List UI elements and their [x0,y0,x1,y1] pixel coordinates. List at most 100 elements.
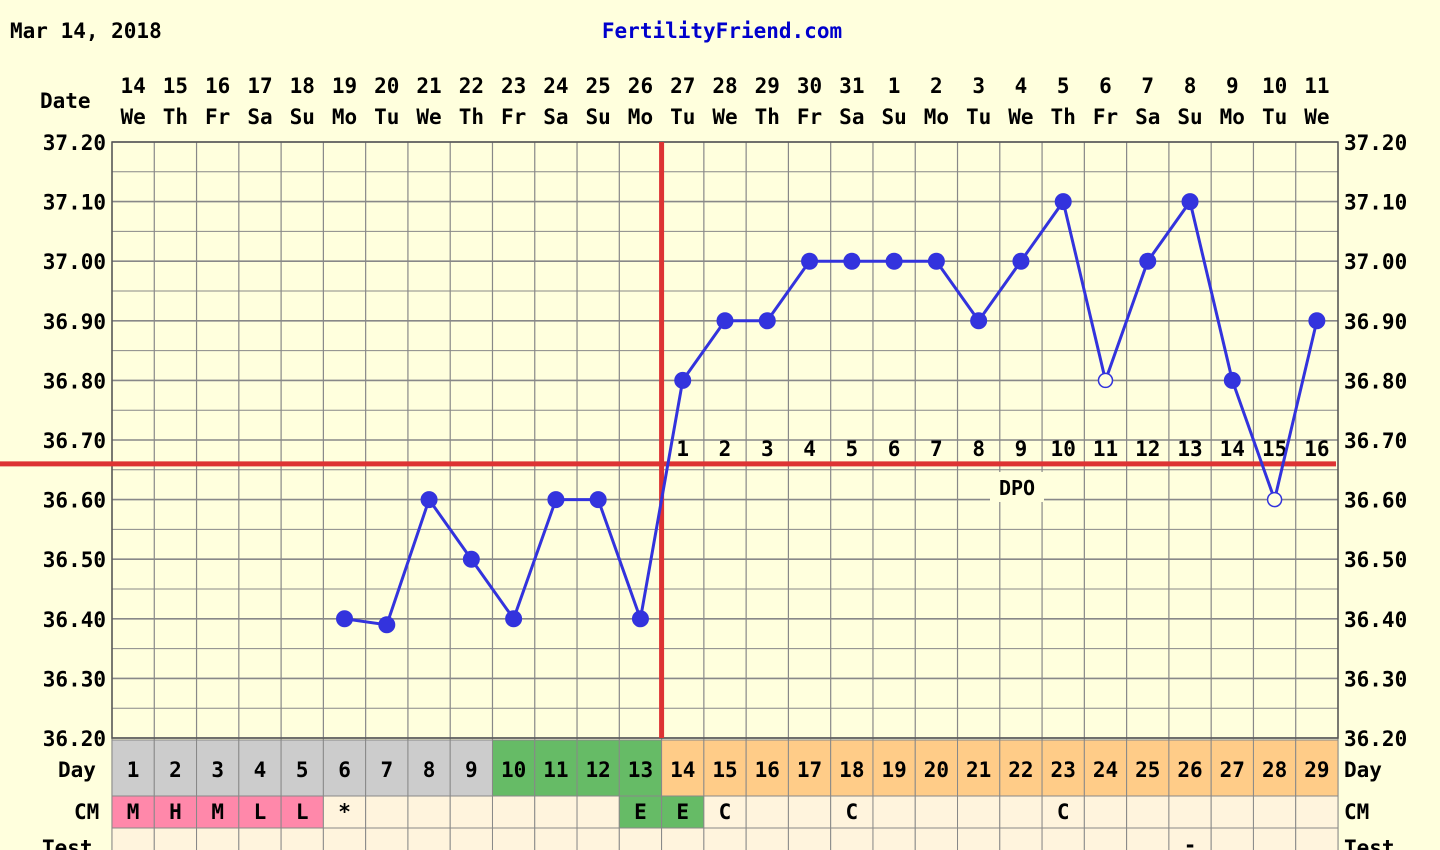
weekday-tick-label: Mo [1220,105,1245,129]
cycle-day-cell [280,739,324,797]
cycle-day-label: 20 [924,758,949,782]
dpo-number: 15 [1262,437,1287,461]
cm-cell [449,795,493,829]
dpo-number: 1 [676,437,689,461]
temperature-point-hollow[interactable] [1266,491,1283,508]
temperature-point[interactable] [1054,193,1072,211]
weekday-tick-label: Su [586,105,611,129]
cycle-day-cell [957,739,1001,797]
temperature-point[interactable] [674,371,692,389]
cycle-day-cell [153,739,198,797]
y-tick-label-left: 36.50 [43,548,106,572]
temperature-point[interactable] [970,312,988,330]
test-cell [999,827,1043,850]
temperature-point[interactable] [505,610,523,628]
cm-cell [957,795,1001,829]
plot-border [111,141,1339,739]
temperature-point[interactable] [758,312,776,330]
date-tick-label: 18 [290,74,315,98]
test-cell [1210,827,1254,850]
cycle-day-label: 24 [1093,758,1118,782]
cm-cell [196,795,240,829]
test-cell [1252,827,1297,850]
cycle-day-cell [787,739,832,797]
weekday-tick-label: We [712,105,737,129]
y-tick-label-right: 36.90 [1344,310,1407,334]
y-tick-label-left: 36.40 [43,608,106,632]
temperature-point[interactable] [716,312,734,330]
cm-row-label-left: CM [74,800,99,824]
cm-value: C [719,800,732,824]
site-name[interactable]: FertilityFriend.com [602,19,842,43]
cycle-day-cell [1126,739,1170,797]
test-cell [280,827,324,850]
y-tick-label-right: 36.40 [1344,608,1407,632]
temperature-point[interactable] [843,252,861,270]
temperature-point[interactable] [1308,312,1326,330]
test-row-label-left: Test [42,836,93,850]
cycle-day-label: 9 [465,758,478,782]
temperature-point[interactable] [1181,193,1199,211]
cycle-day-label: 7 [380,758,393,782]
cm-cell [1041,795,1085,829]
temperature-point[interactable] [1139,252,1157,270]
cm-value: * [338,800,351,824]
test-row-label-right: Test [1344,836,1395,850]
cm-value: C [1057,800,1070,824]
date-tick-label: 4 [1015,74,1028,98]
date-tick-label: 26 [628,74,653,98]
cm-value: M [211,800,224,824]
temperature-line [344,198,1319,627]
date-tick-label: 21 [416,74,441,98]
cycle-day-label: 23 [1051,758,1076,782]
temperature-point[interactable] [378,616,396,634]
temperature-point[interactable] [547,491,565,509]
test-cell [1126,827,1170,850]
cm-value: C [845,800,858,824]
cycle-day-label: 14 [670,758,695,782]
temperature-point[interactable] [1012,252,1030,270]
test-cell [365,827,409,850]
test-cell [153,827,198,850]
weekday-tick-label: Tu [374,105,399,129]
temperature-point[interactable] [420,491,438,509]
temperature-point[interactable] [885,252,903,270]
dpo-number: 5 [845,437,858,461]
test-value: - [1184,833,1197,850]
test-cell [661,827,705,850]
date-tick-label: 24 [543,74,568,98]
temperature-point[interactable] [1223,371,1241,389]
temperature-point[interactable] [927,252,945,270]
temperature-point[interactable] [336,610,354,628]
cm-cell [365,795,409,829]
cycle-day-label: 8 [423,758,436,782]
cm-cell [872,795,916,829]
y-tick-label-left: 36.60 [43,489,106,513]
cycle-day-label: 10 [501,758,526,782]
cm-cell [534,795,578,829]
temperature-point[interactable] [462,550,480,568]
temperature-point[interactable] [801,252,819,270]
cycle-day-cell [1168,739,1212,797]
cm-cell [407,795,451,829]
dpo-number: 3 [761,437,774,461]
cycle-day-cell [745,739,789,797]
cycle-day-cell [661,739,705,797]
temperature-point[interactable] [589,491,607,509]
date-tick-label: 3 [972,74,985,98]
test-cell [914,827,959,850]
temperature-point[interactable] [631,610,649,628]
cm-value: E [634,800,647,824]
test-cell [618,827,663,850]
test-cell [491,827,536,850]
y-tick-label-left: 37.00 [43,250,106,274]
weekday-tick-label: Mo [924,105,949,129]
cycle-day-cell [407,739,451,797]
temperature-point-hollow[interactable] [1097,372,1114,389]
y-tick-label-right: 37.10 [1344,191,1407,215]
test-cell [534,827,578,850]
cm-value: M [127,800,140,824]
date-tick-label: 7 [1141,74,1154,98]
cm-cell [1126,795,1170,829]
date-tick-label: 2 [930,74,943,98]
